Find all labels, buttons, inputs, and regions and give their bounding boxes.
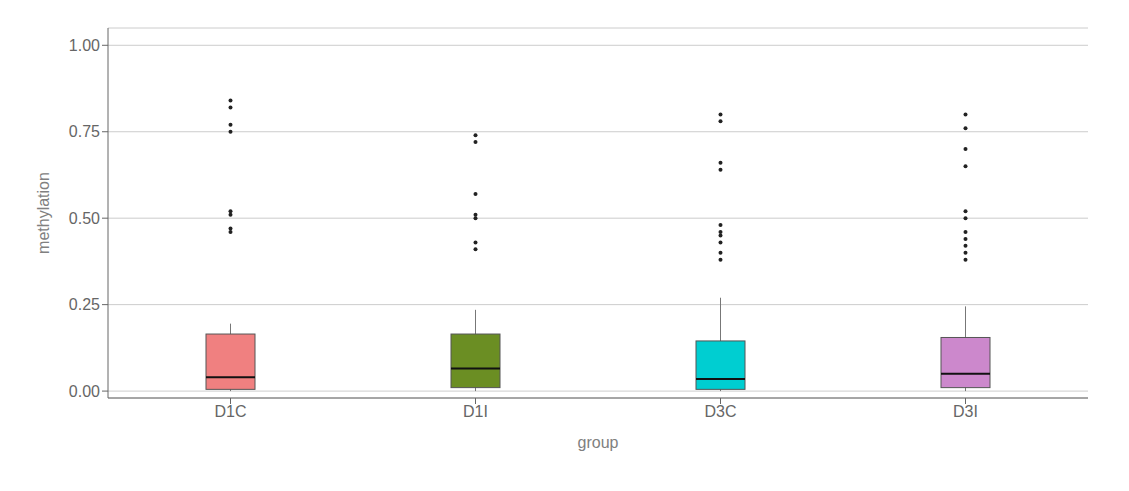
svg-text:group: group <box>578 434 619 451</box>
svg-text:D3C: D3C <box>704 403 736 420</box>
svg-text:0.25: 0.25 <box>69 296 100 313</box>
svg-text:D3I: D3I <box>953 403 978 420</box>
svg-text:0.00: 0.00 <box>69 383 100 400</box>
svg-text:methylation: methylation <box>35 172 52 254</box>
svg-text:0.50: 0.50 <box>69 210 100 227</box>
svg-text:D1C: D1C <box>214 403 246 420</box>
svg-text:0.75: 0.75 <box>69 123 100 140</box>
svg-text:D1I: D1I <box>463 403 488 420</box>
svg-text:1.00: 1.00 <box>69 37 100 54</box>
